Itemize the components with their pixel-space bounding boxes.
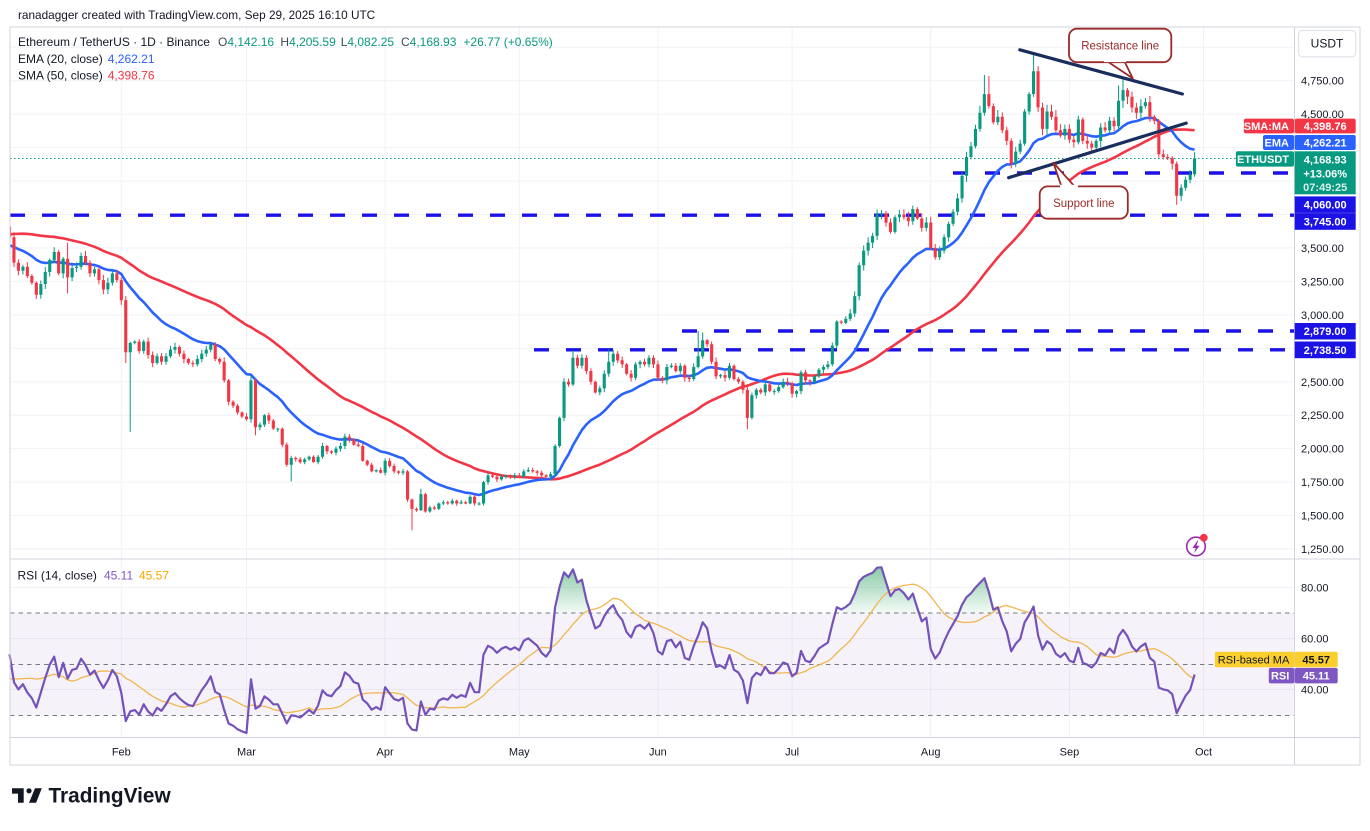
svg-text:4,398.76: 4,398.76	[1304, 121, 1347, 133]
svg-text:45.11: 45.11	[1303, 671, 1330, 683]
svg-text:4,262.21: 4,262.21	[108, 52, 155, 66]
svg-text:45.11: 45.11	[104, 569, 133, 583]
svg-text:3,250.00: 3,250.00	[1301, 276, 1344, 288]
svg-text:ETHUSDT: ETHUSDT	[1237, 154, 1289, 166]
svg-text:Sep: Sep	[1060, 747, 1080, 759]
svg-text:RSI (14, close): RSI (14, close)	[18, 569, 97, 583]
svg-text:2,879.00: 2,879.00	[1304, 326, 1347, 338]
svg-text:3,500.00: 3,500.00	[1301, 243, 1344, 255]
svg-text:Ethereum / TetherUS · 1D · Bin: Ethereum / TetherUS · 1D · Binance	[18, 35, 210, 49]
svg-text:RSI-based MA: RSI-based MA	[1218, 655, 1290, 667]
svg-text:SMA (50, close): SMA (50, close)	[18, 68, 103, 82]
svg-text:Aug: Aug	[921, 747, 941, 759]
svg-text:Apr: Apr	[377, 747, 394, 759]
svg-text:Jun: Jun	[649, 747, 667, 759]
svg-text:4,500.00: 4,500.00	[1301, 109, 1344, 121]
svg-text:3,745.00: 3,745.00	[1304, 216, 1347, 228]
svg-text:4,262.21: 4,262.21	[1304, 138, 1347, 150]
svg-text:45.57: 45.57	[1302, 655, 1330, 667]
svg-text:2,000.00: 2,000.00	[1301, 444, 1344, 456]
svg-text:60.00: 60.00	[1301, 634, 1329, 646]
svg-text:May: May	[509, 747, 530, 759]
svg-text:40.00: 40.00	[1301, 685, 1329, 697]
svg-text:4,060.00: 4,060.00	[1304, 200, 1347, 212]
svg-text:80.00: 80.00	[1301, 583, 1329, 595]
svg-text:1,750.00: 1,750.00	[1301, 477, 1344, 489]
svg-text:Oct: Oct	[1195, 747, 1212, 759]
svg-text:2,250.00: 2,250.00	[1301, 410, 1344, 422]
svg-text:L4,082.25: L4,082.25	[341, 35, 395, 49]
svg-text:4,750.00: 4,750.00	[1301, 76, 1344, 88]
svg-text:EMA: EMA	[1265, 138, 1290, 150]
svg-text:C4,168.93: C4,168.93	[401, 35, 457, 49]
svg-text:Resistance line: Resistance line	[1081, 41, 1159, 53]
svg-text:1,250.00: 1,250.00	[1301, 544, 1344, 556]
svg-text:RSI: RSI	[1271, 671, 1289, 683]
svg-text:+26.77 (+0.65%): +26.77 (+0.65%)	[463, 35, 552, 49]
svg-text:Jul: Jul	[785, 747, 799, 759]
svg-text:TradingView: TradingView	[49, 784, 172, 807]
svg-text:H4,205.59: H4,205.59	[280, 35, 336, 49]
svg-text:Support line: Support line	[1053, 198, 1114, 210]
svg-text:3,000.00: 3,000.00	[1301, 310, 1344, 322]
svg-text:2,738.50: 2,738.50	[1304, 345, 1347, 357]
svg-text:ranadagger created with Tradin: ranadagger created with TradingView.com,…	[18, 8, 376, 22]
svg-text:4,168.93: 4,168.93	[1304, 154, 1347, 166]
svg-text:O4,142.16: O4,142.16	[218, 35, 274, 49]
svg-text:Feb: Feb	[112, 747, 131, 759]
svg-text:2,500.00: 2,500.00	[1301, 377, 1344, 389]
svg-text:07:49:25: 07:49:25	[1303, 182, 1347, 194]
svg-text:45.57: 45.57	[139, 569, 169, 583]
svg-text:EMA (20, close): EMA (20, close)	[18, 52, 103, 66]
svg-text:+13.06%: +13.06%	[1303, 169, 1347, 181]
svg-text:USDT: USDT	[1311, 37, 1344, 51]
svg-text:1,500.00: 1,500.00	[1301, 511, 1344, 523]
svg-text:SMA:MA: SMA:MA	[1244, 121, 1289, 133]
svg-text:4,398.76: 4,398.76	[108, 68, 155, 82]
svg-text:Mar: Mar	[237, 747, 256, 759]
